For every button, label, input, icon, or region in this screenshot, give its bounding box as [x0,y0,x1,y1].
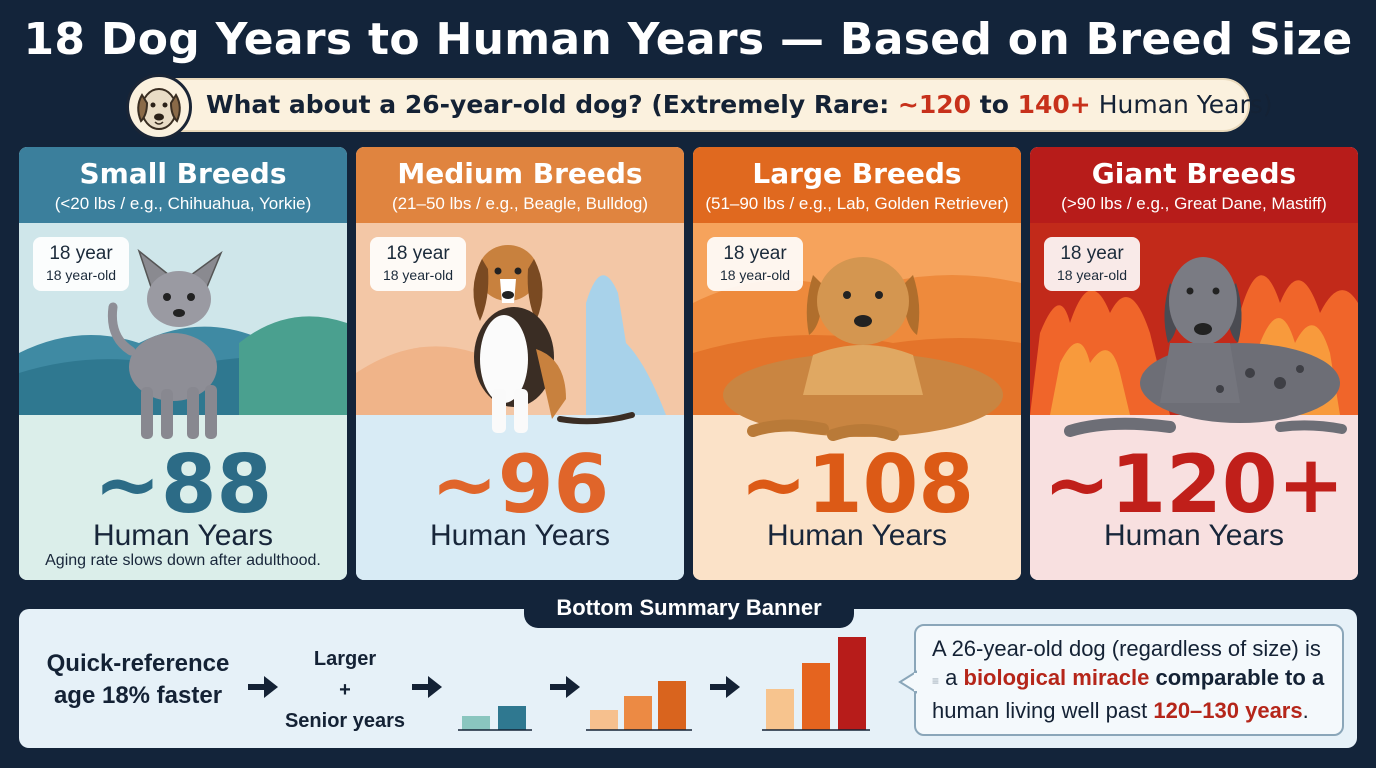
card-giant-breeds: Giant Breeds (>90 lbs / e.g., Great Dane… [1030,147,1358,580]
human-years-value: ~88 [93,438,273,531]
callout-c: comparable to a [1149,665,1325,690]
subtitle-mid: to [971,90,1018,119]
human-years-label: Human Years [766,519,948,552]
card-header: Giant Breeds (>90 lbs / e.g., Great Dane… [1030,147,1358,223]
human-years-label: Human Years [429,519,611,552]
subtitle-pill [132,78,1250,132]
card-header: Medium Breeds (21–50 lbs / e.g., Beagle,… [356,147,684,223]
great-dane-illustration [1064,257,1347,437]
callout-pointer [898,670,918,694]
age-badge: 18 year 18 year-old [33,237,129,291]
card-title: Small Breeds [79,157,287,190]
callout-line-2: ≡ a biological miracle comparable to a [932,663,1336,696]
callout-mark: ≡ [932,674,940,688]
callout-line-1: A 26-year-old dog (regardless of size) i… [932,636,1321,661]
callout-highlight: biological miracle [963,665,1150,690]
mini-bars-medium [586,681,692,731]
card-subtitle: (>90 lbs / e.g., Great Dane, Mastiff) [1061,194,1327,213]
card-lower [19,415,347,580]
human-years-label: Human Years [92,519,274,552]
golden-retriever-illustration [723,257,1003,441]
subtitle-low: ~120 [897,90,972,119]
page-title: 18 Dog Years to Human Years — Based on B… [23,14,1353,65]
larger-line-1: Larger [313,648,377,670]
age-badge: 18 year 18 year-old [707,237,803,291]
card-title: Large Breeds [752,157,962,190]
summary-callout-text: A 26-year-old dog (regardless of size) i… [932,634,1336,725]
summary-callout [914,624,1344,736]
callout-l3c: . [1302,698,1309,723]
larger-line-2: + [339,679,351,701]
arrow-right-icon [710,676,740,698]
badge-sub: 18 year-old [45,267,117,283]
age-badge: 18 year 18 year-old [370,237,466,291]
callout-years: 120–130 years [1153,698,1303,723]
quick-reference-label: Quick-reference age 18% faster [36,648,240,712]
badge-main: 18 year [49,243,113,264]
card-large-breeds: Large Breeds (51–90 lbs / e.g., Lab, Gol… [693,147,1021,580]
beagle-illustration [473,245,635,433]
arrow-right-icon [248,676,278,698]
larger-senior-label: Larger + Senior years [282,644,408,737]
badge-sub: 18 year-old [719,267,791,283]
mini-bars-small [458,706,532,731]
human-years-label: Human Years [1103,519,1285,552]
badge-main: 18 year [1060,243,1124,264]
callout-line-3: human living well past 120–130 years. [932,696,1336,725]
card-medium-breeds: Medium Breeds (21–50 lbs / e.g., Beagle,… [356,147,684,580]
larger-line-3: Senior years [284,710,406,732]
subtitle-tail: Human Years) [1090,90,1273,119]
card-small-breeds: Small Breeds (<20 lbs / e.g., Chihuahua,… [19,147,347,580]
callout-a: a [945,665,964,690]
human-years-value: ~96 [430,438,610,531]
mini-bars-giant [762,637,870,731]
badge-sub: 18 year-old [382,267,454,283]
human-years-value: ~108 [739,438,975,531]
subtitle-high: 140+ [1017,90,1091,119]
card-header: Small Breeds (<20 lbs / e.g., Chihuahua,… [19,147,347,223]
card-subtitle: (<20 lbs / e.g., Chihuahua, Yorkie) [54,194,312,213]
card-subtitle: (21–50 lbs / e.g., Beagle, Bulldog) [391,194,649,213]
quick-reference-line-2: age 18% faster [53,682,223,709]
summary-banner-title: Bottom Summary Banner [524,590,854,628]
age-badge: 18 year 18 year-old [1044,237,1140,291]
arrow-right-icon [550,676,580,698]
badge-main: 18 year [723,243,787,264]
callout-l3a: human living well past [932,698,1154,723]
subtitle: What about a 26-year-old dog? (Extremely… [206,88,1273,122]
human-years-value: ~120+ [1043,438,1345,531]
card-title: Giant Breeds [1091,157,1297,190]
arrow-right-icon [412,676,442,698]
card-title: Medium Breeds [397,157,643,190]
dog-face-icon [126,74,192,140]
card-lower [1030,415,1358,580]
badge-sub: 18 year-old [1056,267,1128,283]
card-header: Large Breeds (51–90 lbs / e.g., Lab, Gol… [693,147,1021,223]
subtitle-lead: What about a 26-year-old dog? (Extremely… [206,90,898,119]
card-lower [693,415,1021,580]
chihuahua-illustration [107,248,223,439]
quick-reference-line-1: Quick-reference [46,650,230,677]
card-lower [356,415,684,580]
aging-note: Aging rate slows down after adulthood. [45,552,321,569]
card-subtitle: (51–90 lbs / e.g., Lab, Golden Retriever… [705,194,1009,213]
badge-main: 18 year [386,243,450,264]
